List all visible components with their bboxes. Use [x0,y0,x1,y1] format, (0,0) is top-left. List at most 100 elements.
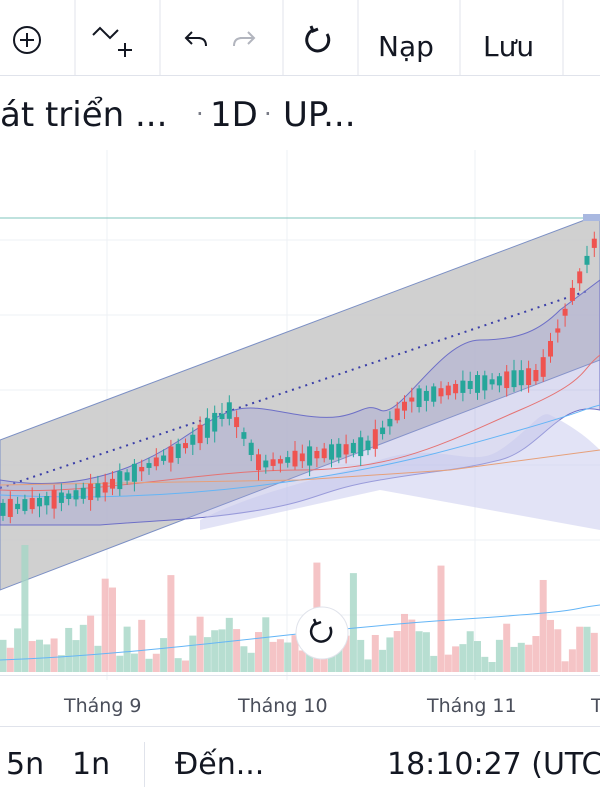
time-label: T [591,695,600,717]
volume-bar [422,632,430,672]
volume-bar [349,573,357,672]
volume-bar [291,635,299,672]
interval[interactable]: 1D [210,95,258,135]
candle-body [511,370,517,388]
volume-bar [116,655,124,672]
candle-body [314,450,320,459]
candle-body [51,489,57,509]
volume-bar [466,631,474,672]
candle-body [285,457,291,463]
volume-bar [152,653,160,672]
volume-bar [386,637,394,672]
time-label: Tháng 9 [64,695,142,717]
candle-body [540,357,546,377]
candle-body [248,442,254,455]
volume-bar [0,639,7,672]
candle-body [416,388,422,408]
candle-body [95,483,101,498]
candle-body [117,471,123,490]
candle-body [197,424,203,444]
redo-icon[interactable] [233,31,256,47]
volume-bar [452,646,460,672]
candle-body [526,368,532,385]
volume-bar [87,615,95,672]
candle-body [336,443,342,458]
candle-body [358,437,364,457]
time-label: Tháng 11 [427,695,517,717]
candle-body [270,459,276,466]
candle-body [139,466,145,472]
channel [0,217,600,591]
candle-body [183,443,188,449]
volume-bar [554,629,562,672]
cloud [200,414,600,530]
volume-bar [401,613,408,672]
volume-bar [255,632,262,672]
indicator-icon[interactable] [92,26,119,40]
candle-body [146,463,152,468]
goto-button[interactable]: Đến... [175,747,265,782]
candle-body [66,493,72,499]
range-button[interactable]: 5n [6,747,45,782]
candle-body [37,497,42,507]
candle-body [234,417,240,428]
candle-body [256,454,261,471]
candle-body [277,459,283,464]
candle-body [73,490,79,500]
candle-body [226,402,232,419]
volume-bar [408,619,416,672]
volume-bar [415,631,423,672]
volume-bar [36,639,43,672]
volume-bar [167,575,175,672]
candle-body [7,498,13,517]
ma-blue [0,404,600,498]
candle-body [350,442,356,454]
separator: · [264,100,272,128]
reset-chart-button[interactable] [295,606,349,660]
volume-bar [284,642,292,672]
candle-body [533,370,539,382]
candle-body [22,499,28,511]
volume-bar [218,629,226,672]
candle-body [88,483,94,501]
volume-bar [495,639,503,672]
time-label: Tháng 10 [238,695,328,717]
volume-bar [262,617,270,672]
volume-bar [14,628,22,672]
undo-icon[interactable] [184,31,207,47]
add-icon[interactable] [13,26,41,54]
symbol-title[interactable]: át triển ... [0,95,168,135]
volume-bar [444,654,452,672]
candle-body [299,453,305,462]
ma-red [0,354,600,492]
reset-chart-icon [309,618,333,643]
volume-bar [503,623,511,672]
save-button[interactable]: Lưu [483,30,535,63]
candle-body [110,478,115,489]
volume-bar [65,627,73,672]
reset-icon[interactable] [305,25,331,53]
volume-bar [459,644,467,672]
candle-body [394,408,400,421]
candle-body [263,460,269,468]
volume-bar [94,645,102,672]
volume-bar [517,642,525,672]
volume-bar [357,639,365,672]
range-button[interactable]: 1n [72,747,111,782]
candle-body [292,450,298,467]
volume-bar [57,655,65,672]
volume-bar [568,649,576,672]
volume-bar [240,646,248,672]
volume-bar [371,634,379,672]
toolbar: Nạp Lưu [0,0,600,76]
load-button[interactable]: Nạp [378,30,434,63]
candle-body [372,429,378,449]
candle-body [153,457,159,467]
volume-bar [269,641,277,672]
volume-bar [123,626,131,672]
candles [0,231,597,524]
candle-body [329,444,334,460]
candle-body [307,446,313,466]
candle-body [445,385,451,396]
volume-bar [539,579,547,672]
